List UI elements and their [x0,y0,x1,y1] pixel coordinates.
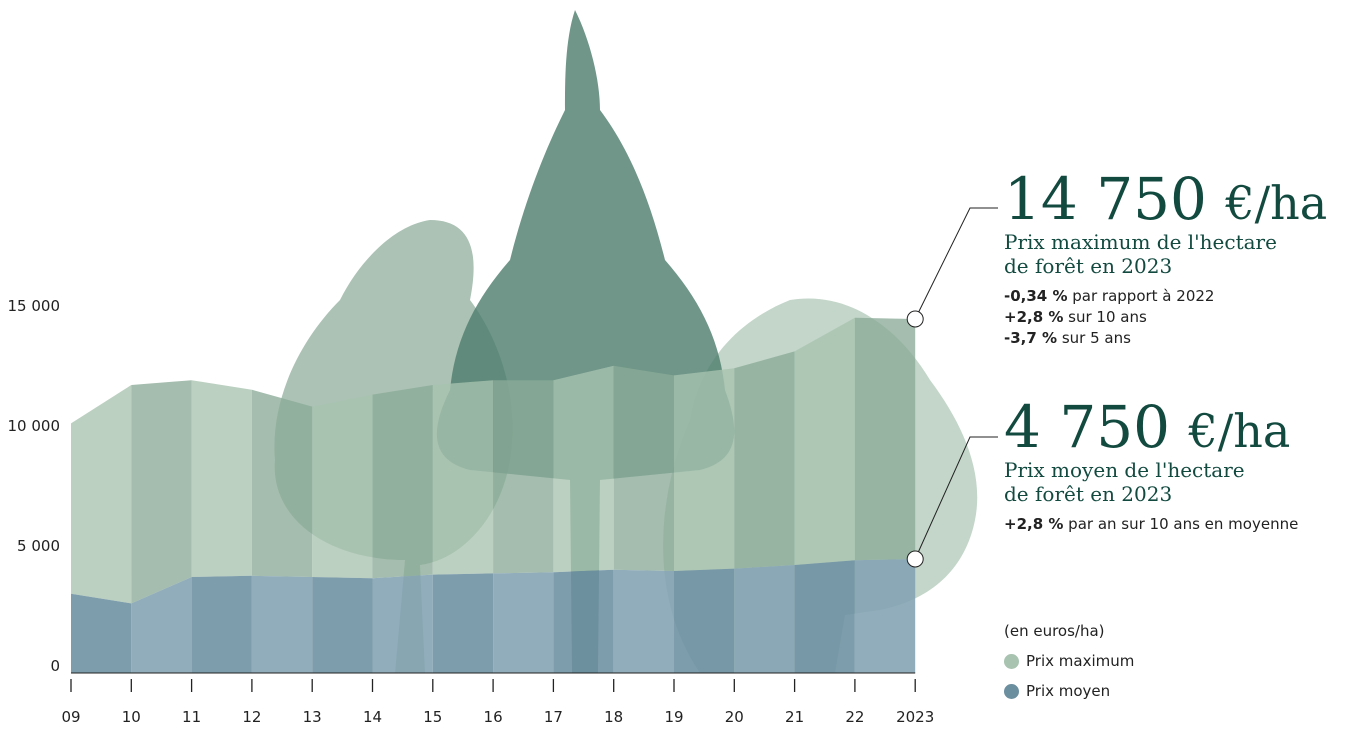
legend-item-max: Prix maximum [1004,646,1134,676]
avg-area-segment [71,593,132,673]
legend-swatch-max [1004,653,1019,669]
avg-area-segment [131,577,192,673]
x-tick-label: 09 [61,708,80,726]
callout-lines [906,207,998,568]
x-tick-label: 20 [725,708,744,726]
y-tick-label: 15 000 [8,297,61,315]
avg-area-segment [191,575,252,673]
x-tick-label: 15 [423,708,442,726]
x-tick-label: 16 [484,708,503,726]
stat-line: +2,8 % par an sur 10 ans en moyenne [1004,515,1299,533]
x-tick-label: 19 [664,708,683,726]
max-area-segment [794,317,855,565]
stat-line: +2,8 % sur 10 ans [1004,308,1147,326]
x-tick-label: 2023 [896,708,934,726]
max-area-segment [432,380,494,575]
avg-area-segment [613,569,674,673]
max-area-segment [613,365,674,571]
avg-callout-marker [906,550,924,568]
max-area-segment [372,385,433,579]
x-tick-label: 12 [242,708,261,726]
x-tick-label: 22 [845,708,864,726]
avg-area-segment [553,569,614,673]
legend: (en euros/ha) Prix maximum Prix moyen [1004,616,1134,706]
max-area-segment [71,385,132,604]
legend-swatch-avg [1004,683,1019,699]
avg-area-segment [432,573,494,673]
avg-area-segment [854,559,916,673]
x-tick-label: 17 [544,708,563,726]
max-price-callout: 14 750 €/ha Prix maximum de l'hectare de… [1004,170,1344,349]
avg-area-segment [734,565,795,673]
x-tick-label: 18 [604,708,623,726]
avg-callout-line [914,436,998,560]
max-price-description: Prix maximum de l'hectare de forêt en 20… [1004,230,1277,278]
avg-area-segment [251,575,313,673]
max-area-segment [191,380,252,577]
x-tick-label: 14 [363,708,382,726]
y-axis: 0 5 000 10 000 15 000 [8,297,61,675]
x-axis: 09 10 11 12 13 14 15 16 17 18 19 20 21 22 2023 [61,672,934,726]
max-price-value: 14 750 €/ha [1004,165,1328,233]
avg-price-unit: €/ha [1188,404,1291,458]
max-price-stats: -0,34 % par rapport à 2022 +2,8 % sur 10… [1004,286,1344,349]
legend-item-avg: Prix moyen [1004,676,1134,706]
max-area-segment [553,365,614,573]
stat-line: -0,34 % par rapport à 2022 [1004,287,1215,305]
avg-area-segment [372,574,433,673]
y-tick-label: 10 000 [8,417,61,435]
avg-area-segment [794,560,855,673]
max-callout-marker [906,310,924,328]
avg-price-description: Prix moyen de l'hectare de forêt en 2023 [1004,458,1245,506]
stat-line: -3,7 % sur 5 ans [1004,329,1131,347]
max-price-area [71,317,916,604]
avg-area-segment [674,568,735,673]
max-area-segment [493,380,554,574]
avg-area-segment [493,572,554,673]
max-price-unit: €/ha [1225,176,1328,230]
x-tick-label: 21 [785,708,804,726]
x-tick-label: 13 [303,708,322,726]
x-tick-label: 10 [122,708,141,726]
max-callout-line [914,207,998,320]
max-area-segment [131,380,192,604]
avg-area-segment [312,577,373,673]
avg-price-area [71,559,916,673]
y-tick-label: 0 [50,657,60,675]
max-area-segment [312,394,373,579]
y-tick-label: 5 000 [17,537,60,555]
avg-price-callout: 4 750 €/ha Prix moyen de l'hectare de fo… [1004,398,1344,535]
max-area-segment [251,389,313,577]
unit-note: (en euros/ha) [1004,622,1105,640]
max-area-segment [734,351,795,569]
max-area-segment [854,317,916,561]
x-tick-label: 11 [182,708,201,726]
avg-price-stats: +2,8 % par an sur 10 ans en moyenne [1004,514,1344,535]
max-area-segment [674,368,735,571]
avg-price-value: 4 750 €/ha [1004,393,1291,461]
fir-tree-shape [436,10,735,673]
